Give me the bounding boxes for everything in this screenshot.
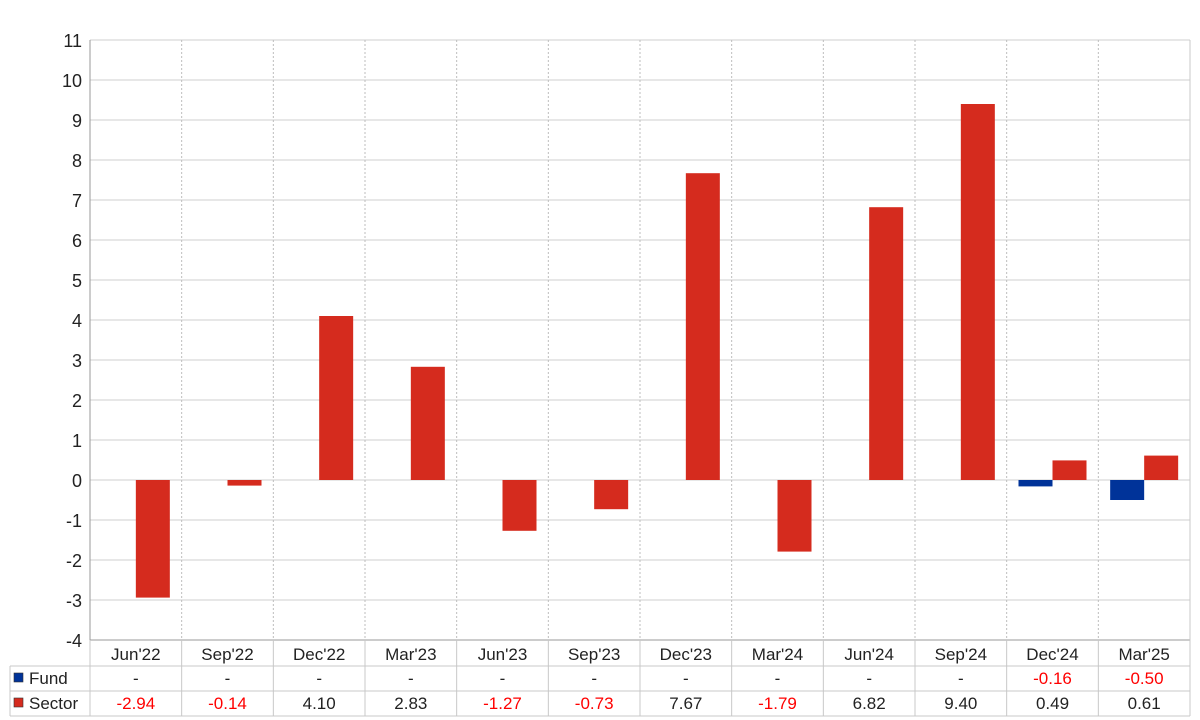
legend-swatch-sector (13, 697, 24, 708)
y-tick-label: 0 (72, 471, 82, 491)
data-label-fund: - (500, 669, 506, 688)
bar-sector (410, 366, 445, 480)
y-tick-label: 9 (72, 111, 82, 131)
y-tick-label: -1 (66, 511, 82, 531)
data-label-fund: - (591, 669, 597, 688)
bar-sector (1052, 460, 1087, 480)
y-tick-label: 6 (72, 231, 82, 251)
bar-sector (594, 480, 629, 510)
y-tick-label: 2 (72, 391, 82, 411)
data-label-sector: -0.14 (208, 694, 247, 713)
bar-sector (685, 173, 720, 480)
data-label-sector: -1.27 (483, 694, 522, 713)
bar-sector (777, 480, 812, 552)
x-category-label: Sep'22 (201, 645, 253, 664)
data-label-sector: 4.10 (303, 694, 336, 713)
x-category-label: Mar'24 (752, 645, 803, 664)
data-label-fund: - (958, 669, 964, 688)
y-tick-label: 1 (72, 431, 82, 451)
x-category-label: Jun'22 (111, 645, 161, 664)
data-table: Fund - - - - - - - - - - -0.16 -0.50 Sector -2.94 -0.14… (9, 40, 1191, 717)
data-label-fund: - (866, 669, 872, 688)
bar-sector (1144, 455, 1179, 480)
data-label-fund: - (683, 669, 689, 688)
data-label-fund: - (408, 669, 414, 688)
data-label-sector: 0.61 (1128, 694, 1161, 713)
bar-fund (1110, 480, 1145, 500)
data-label-sector: 7.67 (669, 694, 702, 713)
y-tick-label: -3 (66, 591, 82, 611)
x-category-label: Dec'24 (1026, 645, 1078, 664)
x-category-label: Jun'24 (844, 645, 894, 664)
data-label-sector: 0.49 (1036, 694, 1069, 713)
bar-sector (319, 316, 354, 480)
bar-sector (135, 480, 170, 598)
data-label-fund: - (225, 669, 231, 688)
data-label-sector: -2.94 (116, 694, 155, 713)
gridlines (89, 39, 1191, 641)
legend-label-fund: Fund (29, 669, 68, 688)
data-label-sector: 2.83 (394, 694, 427, 713)
bars (135, 104, 1179, 598)
data-label-fund: - (316, 669, 322, 688)
x-axis: Jun'22 Sep'22 Dec'22 Mar'23 Jun'23 Sep'23 Dec'… (111, 645, 1170, 664)
x-category-label: Mar'23 (385, 645, 436, 664)
bar-sector (960, 104, 995, 480)
data-label-fund: - (775, 669, 781, 688)
bar-fund (1018, 480, 1053, 487)
y-tick-label: 10 (62, 71, 82, 91)
data-label-sector: -1.79 (758, 694, 797, 713)
data-label-fund: -0.16 (1033, 669, 1072, 688)
bar-sector (502, 480, 537, 531)
y-tick-label: 11 (63, 31, 82, 51)
legend-swatch-fund (13, 672, 24, 683)
x-category-label: Mar'25 (1118, 645, 1169, 664)
data-label-fund: - (133, 669, 139, 688)
x-category-label: Dec'23 (660, 645, 712, 664)
y-tick-label: 7 (72, 191, 82, 211)
x-category-label: Jun'23 (478, 645, 528, 664)
data-label-sector: 9.40 (944, 694, 977, 713)
y-tick-label: 5 (72, 271, 82, 291)
y-tick-label: 8 (72, 151, 82, 171)
data-label-sector: 6.82 (853, 694, 886, 713)
legend-label-sector: Sector (29, 694, 78, 713)
y-tick-label: -2 (66, 551, 82, 571)
y-tick-label: -4 (66, 631, 82, 651)
data-label-sector: -0.73 (575, 694, 614, 713)
y-tick-label: 4 (72, 311, 82, 331)
bar-sector (227, 480, 262, 486)
data-label-fund: -0.50 (1125, 669, 1164, 688)
y-tick-label: 3 (72, 351, 82, 371)
x-category-label: Sep'24 (935, 645, 987, 664)
x-category-label: Dec'22 (293, 645, 345, 664)
x-category-label: Sep'23 (568, 645, 620, 664)
bar-sector (869, 207, 904, 480)
